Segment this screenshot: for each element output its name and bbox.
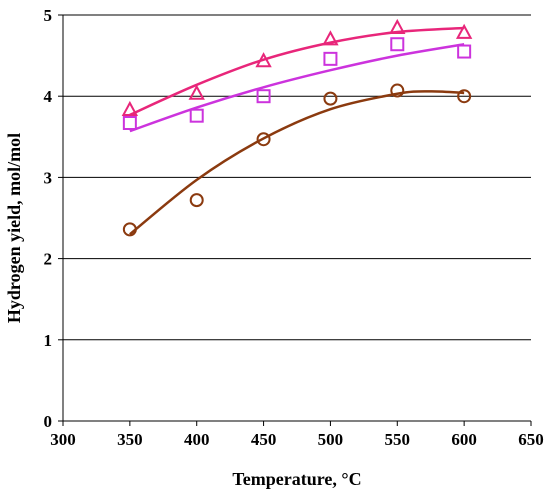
square-marker-600	[457, 44, 472, 59]
y-tick-labels: 0 1 2 3 4 5	[44, 6, 63, 431]
triangle-marker-500	[322, 30, 339, 46]
x-tick-label-600: 600	[451, 430, 477, 449]
y-tick-label-0: 0	[44, 412, 53, 431]
y-tick-label-5: 5	[44, 6, 53, 25]
x-tick-label-350: 350	[117, 430, 143, 449]
triangle-marker-350	[121, 100, 139, 117]
x-tick-label-650: 650	[518, 430, 544, 449]
data-markers	[121, 18, 473, 237]
square-marker-550	[390, 37, 405, 52]
circle-marker-600	[457, 89, 472, 104]
circle-marker-550	[390, 83, 405, 98]
x-tick-label-450: 450	[251, 430, 277, 449]
gridlines	[63, 14, 531, 341]
circle-marker-400	[189, 193, 204, 208]
x-tick-labels: 300 350 400 450 500 550 600 650	[50, 421, 544, 449]
x-axis-title: Temperature, °C	[232, 469, 361, 489]
square-marker-500	[323, 51, 338, 66]
y-axis-title: Hydrogen yield, mol/mol	[4, 133, 24, 323]
x-tick-label-550: 550	[385, 430, 411, 449]
triangle-marker-550	[389, 18, 406, 34]
y-tick-label-3: 3	[44, 168, 53, 187]
x-tick-label-400: 400	[184, 430, 210, 449]
x-tick-label-500: 500	[318, 430, 344, 449]
y-tick-label-1: 1	[44, 331, 53, 350]
square-marker-450	[256, 89, 271, 104]
square-marker-350	[122, 115, 137, 130]
circle-marker-350	[122, 222, 137, 237]
y-tick-label-4: 4	[44, 87, 53, 106]
trend-line-triangle	[129, 26, 465, 117]
circle-marker-450	[256, 132, 271, 147]
y-tick-label-2: 2	[44, 250, 53, 269]
circle-marker-500	[323, 91, 338, 106]
triangle-marker-600	[455, 23, 473, 39]
trend-lines	[129, 26, 465, 236]
trend-line-square	[129, 42, 465, 133]
x-tick-label-300: 300	[50, 430, 76, 449]
triangle-marker-450	[255, 52, 272, 68]
axes	[62, 15, 531, 422]
triangle-marker-400	[188, 84, 205, 100]
trend-line-circle	[129, 90, 465, 236]
square-marker-400	[189, 108, 204, 123]
